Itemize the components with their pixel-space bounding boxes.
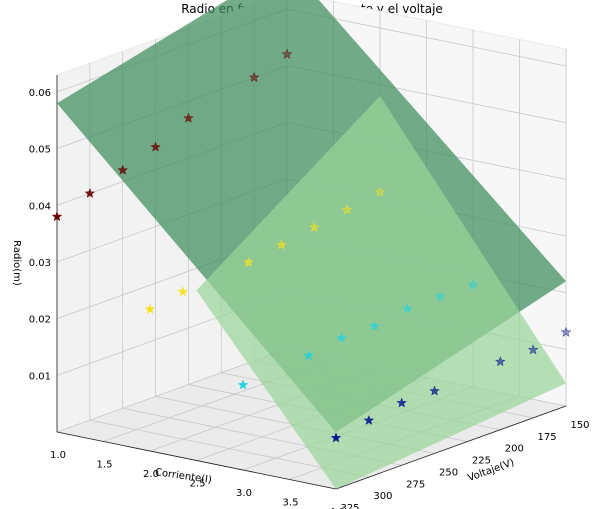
axes	[56, 75, 567, 490]
x-axis-line	[56, 431, 337, 490]
data-point-s1-5	[117, 164, 129, 175]
data-point-s3-7	[237, 379, 249, 390]
x-axis-label: Corriente(I)	[154, 467, 212, 486]
x-tick-label: 3.5	[283, 498, 299, 509]
data-point-s2-5	[243, 256, 254, 267]
data-point-s1-1	[281, 48, 293, 59]
fit-surfaces	[57, 0, 566, 489]
z-tick-label: 0.03	[29, 258, 51, 269]
data-point-s1-2	[248, 71, 260, 83]
data-point-s1-7	[51, 211, 63, 222]
z-tick-label: 0.04	[29, 201, 51, 212]
x-tick-label: 2.0	[143, 469, 159, 480]
y-axis-line	[335, 405, 567, 490]
data-point-s1-4	[150, 141, 161, 152]
data-point-s3-4	[369, 320, 380, 331]
y-tick-label: 250	[439, 467, 458, 478]
data-point-s3-2	[434, 291, 446, 302]
z-tick-label: 0.01	[29, 371, 51, 382]
data-point-s3-5	[336, 332, 347, 343]
fit-surface-2	[196, 96, 566, 489]
z-axis-label: Radio(m)	[11, 240, 22, 286]
data-point-s2-1	[374, 186, 386, 197]
data-point-s4-5	[396, 397, 408, 408]
y-tick-label: 200	[505, 444, 524, 455]
x-tick-label: 2.5	[190, 479, 206, 490]
data-point-s2-7	[144, 303, 156, 314]
y-tick-label: 150	[570, 420, 589, 431]
data-point-s4-7	[330, 432, 342, 443]
data-point-s1-6	[84, 187, 96, 198]
data-point-s3-1	[467, 279, 479, 290]
data-point-s2-6	[177, 286, 189, 297]
data-point-s2-3	[308, 221, 320, 232]
x-tick-label: 1.5	[97, 460, 113, 471]
x-tick-label: 3.0	[236, 488, 252, 499]
x-tick-label: 4.0	[329, 507, 345, 509]
y-tick-label: 225	[472, 456, 491, 467]
data-point-s3-3	[401, 303, 413, 314]
z-tick-label: 0.05	[29, 145, 51, 156]
y-tick-label: 300	[373, 491, 392, 502]
data-point-s4-3	[494, 356, 506, 367]
data-point-s2-4	[276, 239, 287, 250]
data-point-s2-2	[341, 204, 353, 215]
z-tick-label: 0.06	[29, 88, 51, 99]
data-point-s4-1	[560, 326, 572, 337]
y-tick-label: 175	[538, 432, 557, 443]
data-points	[51, 48, 572, 443]
tick-labels: 1.0 1.5 2.0 2.5 3.0 3.5 4.0325 300 275 250 225 200 1…	[29, 88, 590, 509]
x-tick-label: 1.0	[50, 450, 66, 461]
data-point-s1-3	[183, 112, 194, 123]
y-tick-label: 275	[406, 479, 425, 490]
data-point-s4-6	[363, 414, 375, 425]
data-point-s4-4	[429, 385, 440, 396]
y-tick-label: 325	[340, 503, 359, 509]
data-point-s4-2	[527, 344, 539, 355]
z-tick-label: 0.02	[29, 315, 51, 326]
data-point-s3-6	[303, 350, 315, 361]
